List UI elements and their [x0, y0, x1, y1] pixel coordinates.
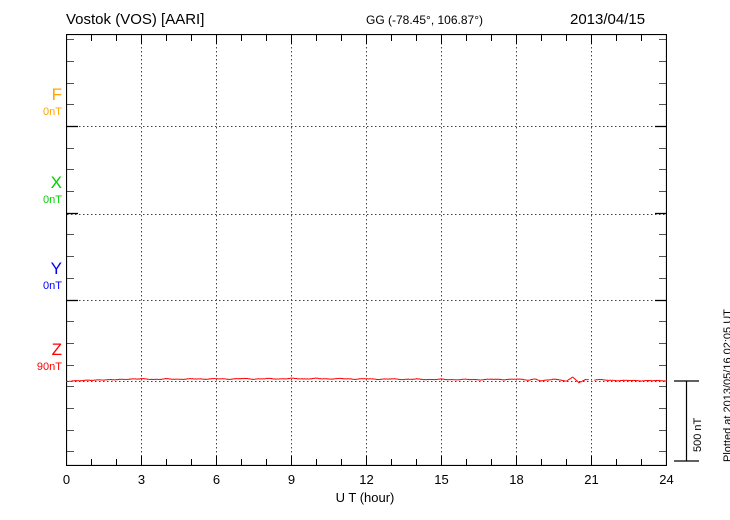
x-axis-title: U T (hour) — [335, 490, 395, 505]
x-tick-label: 15 — [434, 472, 449, 487]
x-tick-label: 6 — [212, 472, 221, 487]
component-letter: F — [51, 85, 62, 104]
station-title: Vostok (VOS) [AARI] — [66, 11, 205, 28]
plot-svg — [66, 34, 667, 466]
component-letter: Z — [51, 340, 62, 359]
component-letter: X — [50, 173, 62, 192]
gridlines — [67, 35, 666, 465]
x-tick-label: 18 — [509, 472, 524, 487]
x-tick-label: 12 — [359, 472, 374, 487]
component-letter: Y — [50, 259, 62, 278]
axis-ticks — [66, 35, 667, 465]
x-tick-label: 9 — [287, 472, 296, 487]
component-baseline-value: 90nT — [36, 361, 62, 373]
plot-area — [66, 34, 667, 466]
data-traces — [66, 376, 667, 384]
scale-bar — [674, 380, 699, 462]
plot-border — [66, 34, 667, 466]
component-baseline-value: 0nT — [43, 194, 62, 206]
x-tick-label: 3 — [137, 472, 146, 487]
scale-bar-label: 500 nT — [692, 417, 704, 452]
observation-date: 2013/04/15 — [570, 11, 646, 28]
x-tick-label: 24 — [659, 472, 674, 487]
plotted-at-timestamp: Plotted at 2013/05/16 02:05 UT — [722, 309, 730, 462]
x-tick-label: 21 — [584, 472, 599, 487]
component-baseline-value: 0nT — [43, 106, 62, 118]
component-baseline-value: 0nT — [43, 280, 62, 292]
component-label-f: F 0nT — [0, 86, 62, 118]
component-label-y: Y 0nT — [0, 260, 62, 292]
x-tick-label: 0 — [62, 472, 71, 487]
component-label-x: X 0nT — [0, 174, 62, 206]
geographic-coordinates: GG (-78.45°, 106.87°) — [366, 13, 483, 27]
component-label-z: Z 90nT — [0, 341, 62, 373]
